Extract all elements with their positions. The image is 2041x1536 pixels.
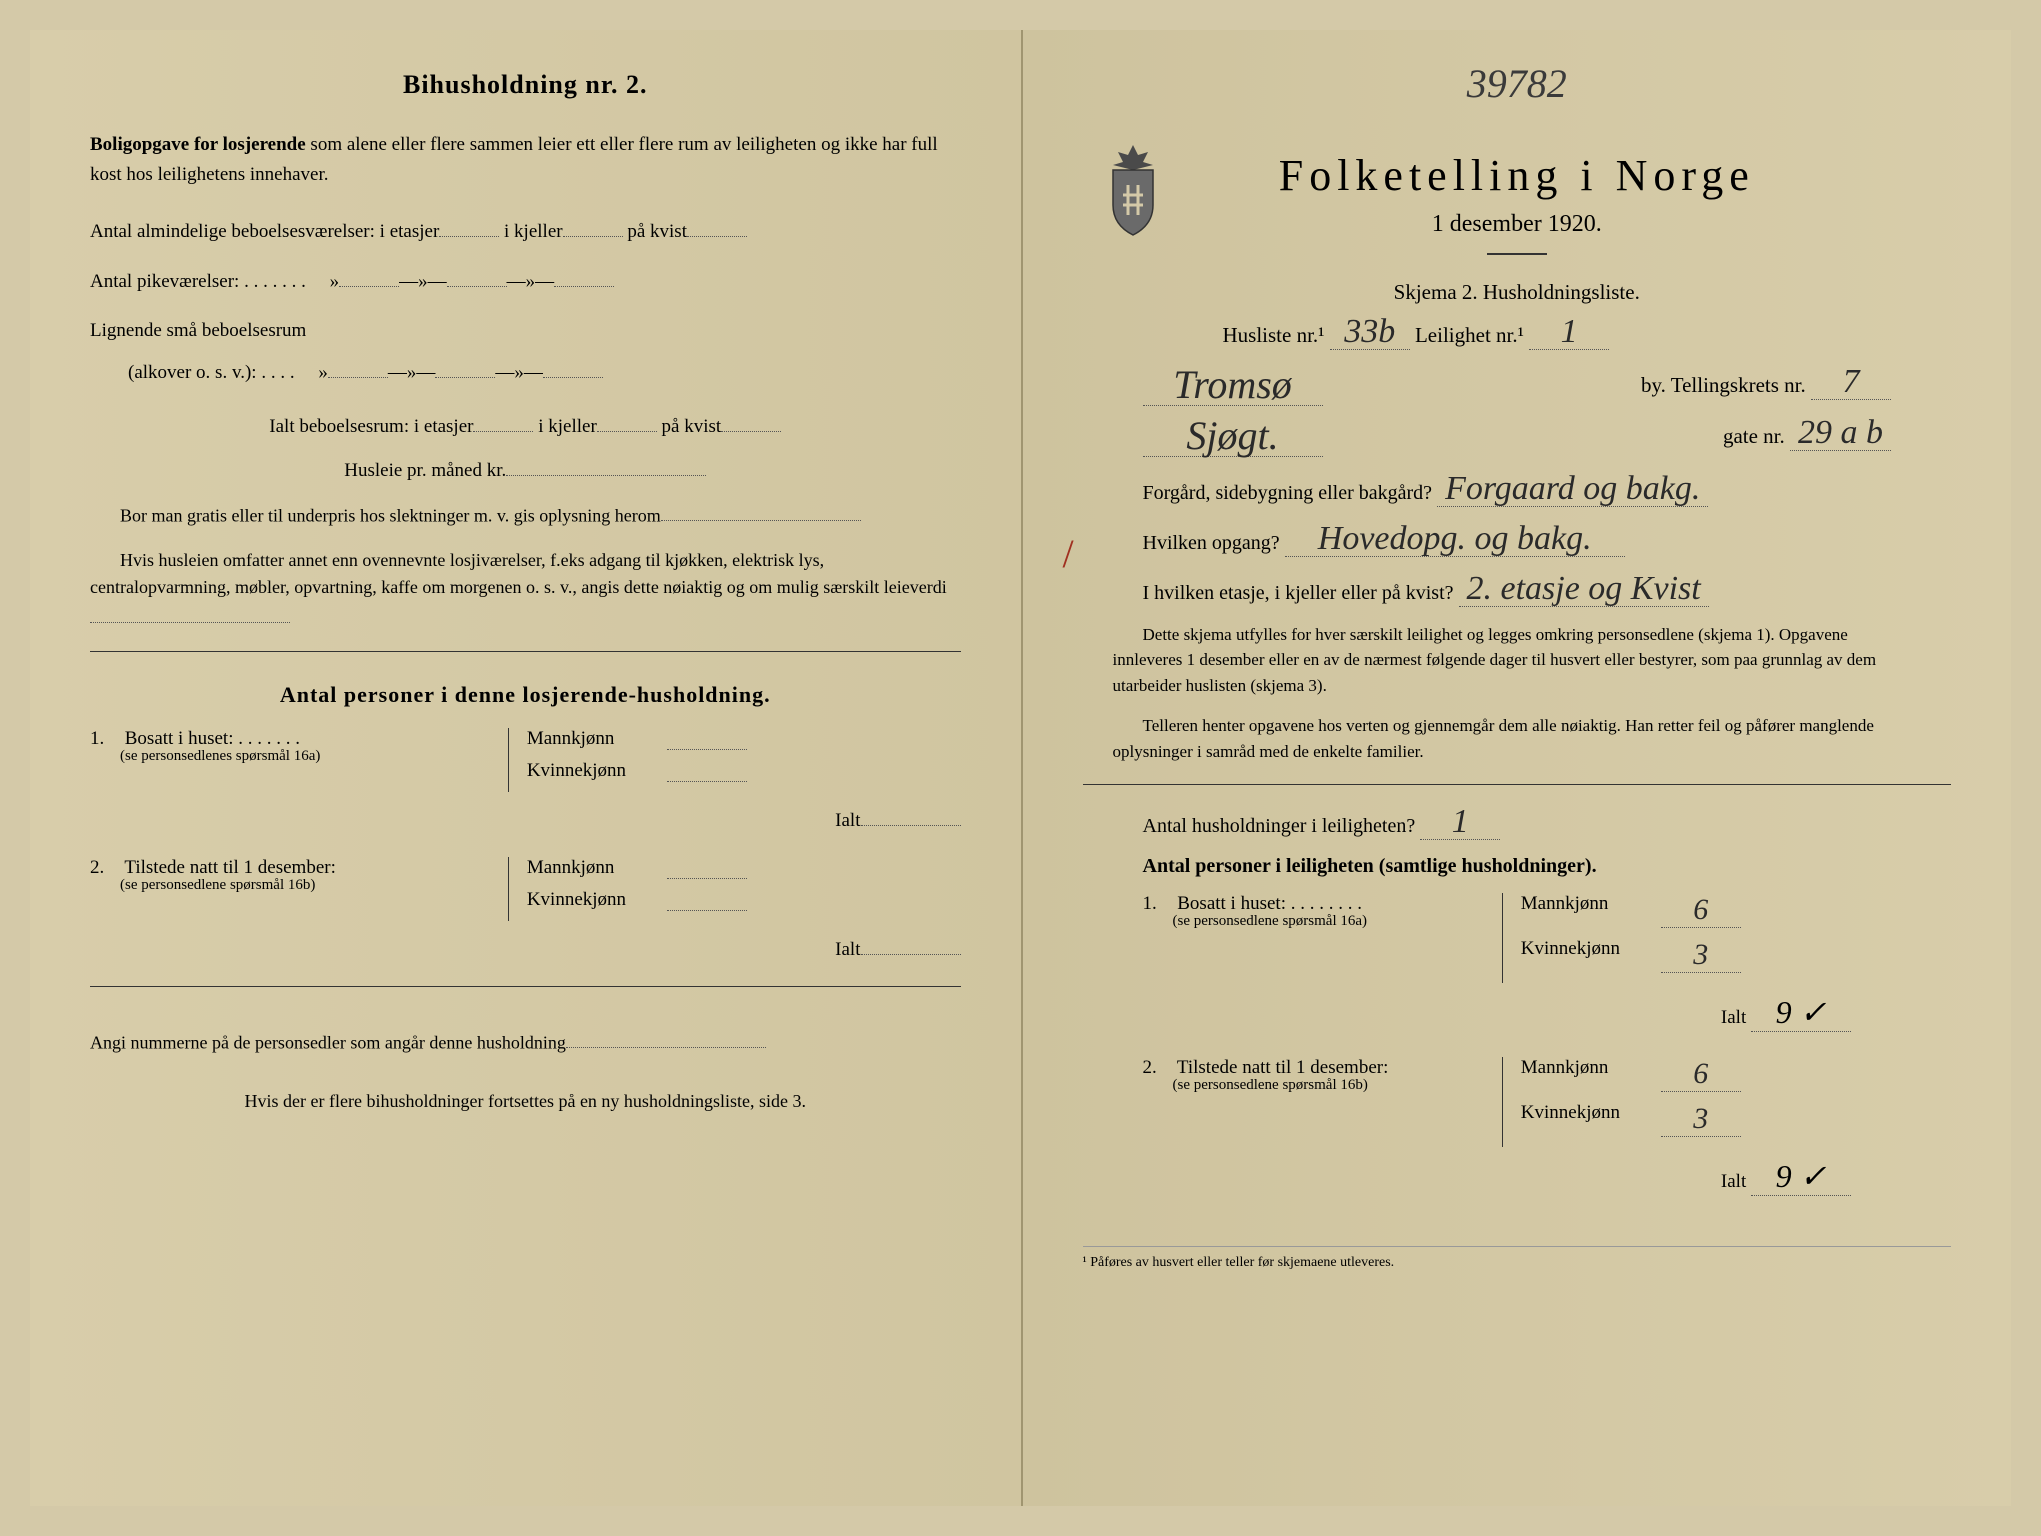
gatenr-val: 29 a b	[1790, 416, 1891, 451]
left-pc2: 2. Tilstede natt til 1 desember: (se per…	[90, 857, 961, 921]
footnote: ¹ Påføres av husvert eller teller før sk…	[1083, 1246, 1952, 1271]
leilighet-val: 1	[1529, 315, 1609, 350]
hvisflere-line: Hvis der er flere bihusholdninger fortse…	[90, 1087, 961, 1116]
opgang-row: Hvilken opgang? Hovedopg. og bakg.	[1143, 522, 1892, 557]
coat-of-arms-icon	[1093, 140, 1173, 240]
left-pc1: 1. Bosatt i huset: . . . . . . . (se per…	[90, 728, 961, 792]
subsection-title: Antal personer i denne losjerende-hushol…	[90, 682, 961, 708]
forgard-val: Forgaard og bakg.	[1437, 472, 1708, 507]
pc1-kvinne-val: 3	[1661, 938, 1741, 973]
husliste-row: Husliste nr.¹ 33b Leilighet nr.¹ 1	[1223, 315, 1952, 355]
opgang-val: Hovedopg. og bakg.	[1285, 522, 1625, 557]
left-pc1-ialt: Ialt	[90, 810, 961, 832]
by-row: Tromsø by. Tellingskrets nr. 7	[1143, 365, 1892, 406]
antal-pers-label: Antal personer i leiligheten (samtlige h…	[1143, 855, 1892, 878]
pc2-mann-val: 6	[1661, 1057, 1741, 1092]
tellingskrets-val: 7	[1811, 365, 1891, 400]
bihusholdning-title: Bihusholdning nr. 2.	[90, 70, 961, 100]
field-borman: Bor man gratis eller til underpris hos s…	[90, 500, 961, 530]
pc1-mann-val: 6	[1661, 893, 1741, 928]
field-pikevaer: Antal pikeværelser: . . . . . . . »—»——»…	[90, 261, 961, 303]
right-pc1-ialt: Ialt 9 ✓	[1083, 993, 1852, 1032]
left-page: Bihusholdning nr. 2. Boligopgave for los…	[30, 30, 1021, 1506]
separator2	[90, 986, 961, 987]
right-separator	[1083, 784, 1952, 785]
field-husleie: Husleie pr. måned kr.	[90, 453, 961, 482]
antal-hush-row: Antal husholdninger i leiligheten? 1	[1143, 805, 1892, 840]
etasje-row: I hvilken etasje, i kjeller eller på kvi…	[1143, 572, 1892, 607]
field-lignende: Lignende små beboelsesrum (alkover o. s.…	[90, 310, 961, 394]
instructions1: Dette skjema utfylles for hver særskilt …	[1113, 622, 1922, 699]
right-pc2-ialt: Ialt 9 ✓	[1083, 1157, 1852, 1196]
forgard-row: Forgård, sidebygning eller bakgård? Forg…	[1143, 472, 1892, 507]
main-title: Folketelling i Norge	[1083, 150, 1952, 201]
angi-line: Angi nummerne på de personsedler som ang…	[90, 1027, 961, 1057]
right-pc2: 2. Tilstede natt til 1 desember: (se per…	[1143, 1057, 1892, 1147]
pc1-ialt-val: 9 ✓	[1751, 993, 1851, 1032]
date-line: 1 desember 1920.	[1083, 211, 1952, 238]
field-ialtbeb: Ialt beboelsesrum: i etasjer i kjeller p…	[90, 409, 961, 438]
right-pc1: 1. Bosatt i huset: . . . . . . . . (se p…	[1143, 893, 1892, 983]
etasje-val: 2. etasje og Kvist	[1459, 572, 1709, 607]
pc2-ialt-val: 9 ✓	[1751, 1157, 1851, 1196]
handwritten-doc-number: 39782	[1467, 60, 1567, 107]
left-pc2-ialt: Ialt	[90, 939, 961, 961]
red-mark: /	[1063, 530, 1074, 577]
title-rule	[1487, 253, 1547, 255]
intro-text: Boligopgave for losjerende som alene ell…	[90, 130, 961, 191]
right-page: 39782 Folketelling i Norge 1 desember 19…	[1021, 30, 2012, 1506]
antal-hush-val: 1	[1420, 805, 1500, 840]
pc2-kvinne-val: 3	[1661, 1102, 1741, 1137]
by-val: Tromsø	[1143, 365, 1323, 406]
field-almindelige: Antal almindelige beboelsesværelser: i e…	[90, 211, 961, 253]
intro-bold: Boligopgave for losjerende	[90, 134, 306, 155]
field-hvis: Hvis husleien omfatter annet enn ovennev…	[90, 547, 961, 631]
separator	[90, 651, 961, 652]
skjema-line: Skjema 2. Husholdningsliste.	[1083, 280, 1952, 305]
husliste-val: 33b	[1330, 315, 1410, 350]
gate-val: Sjøgt.	[1143, 416, 1323, 457]
instructions2: Telleren henter opgavene hos verten og g…	[1113, 713, 1922, 764]
gate-row: Sjøgt. gate nr. 29 a b	[1143, 416, 1892, 457]
